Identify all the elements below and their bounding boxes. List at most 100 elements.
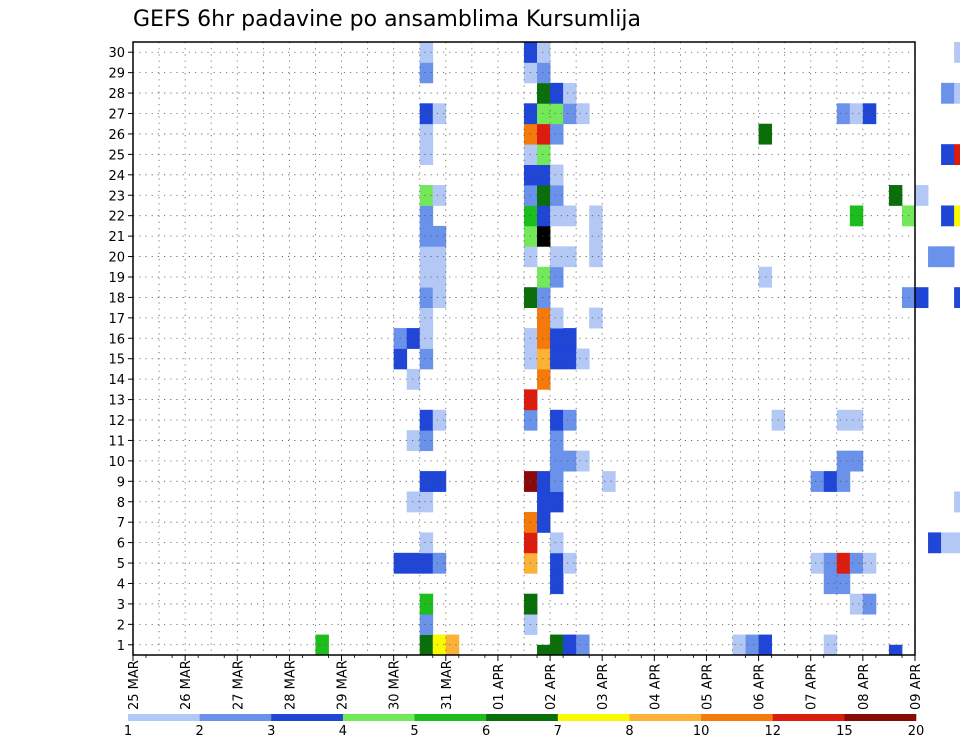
heatmap-cell [550,348,564,370]
heatmap-cell [563,82,577,104]
y-tick-label: 14 [108,373,125,388]
colorbar-label: 12 [764,724,781,739]
heatmap-cell [419,552,434,574]
heatmap-cell [432,246,447,268]
heatmap-cell [550,409,564,431]
x-tick-label: 01 APR [492,664,507,710]
heatmap-cell [550,246,564,268]
y-tick-label: 26 [108,128,125,143]
heatmap-cell [419,471,434,492]
colorbar-label: 15 [836,724,853,739]
colorbar-label: 10 [693,724,710,739]
y-tick-label: 2 [117,618,125,633]
y-tick-label: 16 [108,332,125,347]
heatmap-cell [537,42,551,63]
heatmap-cell [576,634,590,656]
heatmap-cell [537,164,551,186]
heatmap-cell [836,552,851,574]
y-tick-label: 30 [108,46,125,61]
heatmap-cell [810,471,825,492]
x-tick-label: 26 MAR [179,660,194,710]
heatmap-cell [954,42,960,63]
heatmap-cell [849,552,864,574]
heatmap-cell [849,205,864,227]
colorbar-swatch [414,714,487,721]
heatmap-cell [537,205,551,227]
heatmap-cell [836,471,851,492]
heatmap-cell [419,266,434,288]
y-tick-label: 17 [108,312,125,327]
colorbar-label: 5 [410,724,418,739]
heatmap-cell [537,62,551,84]
heatmap-cell [836,450,851,472]
heatmap-cell [576,450,590,472]
heatmap-cell [954,144,960,165]
heatmap-cell [537,185,551,206]
heatmap-cell [432,409,447,431]
y-tick-label: 15 [108,353,125,368]
colorbar-label: 20 [908,724,925,739]
x-tick-label: 04 APR [648,664,663,710]
y-tick-label: 3 [117,598,125,613]
heatmap-cell [589,246,603,268]
heatmap-cell [537,368,551,390]
heatmap-cell [550,430,564,452]
heatmap-cell [563,634,577,656]
heatmap-cell [419,348,434,370]
heatmap-cell [537,82,551,104]
heatmap-cell [758,123,773,145]
heatmap-cell [576,348,590,370]
heatmap-cell [419,185,434,206]
heatmap-cell [849,409,864,431]
heatmap-cell [954,287,960,309]
y-tick-label: 23 [108,189,125,204]
heatmap-cell [941,144,955,165]
y-tick-label: 27 [108,108,125,123]
heatmap-cell [550,634,564,656]
heatmap-cell [563,246,577,268]
colorbar-label: 4 [339,724,347,739]
y-tick-label: 12 [108,414,125,429]
heatmap-cell [432,552,447,574]
heatmap-cell [419,634,434,656]
heatmap-cell [550,328,564,349]
x-tick-label: 25 MAR [127,660,142,710]
x-tick-label: 02 APR [544,664,559,710]
y-tick-label: 18 [108,291,125,306]
heatmap-cell [419,123,434,145]
heatmap-cell [419,225,434,247]
y-tick-label: 11 [108,434,125,449]
x-tick-label: 29 MAR [336,660,351,710]
heatmap-cell [602,471,616,492]
x-tick-label: 08 APR [857,664,872,710]
y-tick-label: 9 [117,475,125,490]
heatmap-cell [406,552,421,574]
colorbar-swatch [128,714,200,721]
heatmap-cell [419,246,434,268]
heatmap-cell [419,62,434,84]
colorbar-label: 3 [267,724,275,739]
heatmap-cell [928,532,942,554]
heatmap-cell [563,348,577,370]
heatmap-cell [406,328,421,349]
colorbar: 1 2 3 4 5 6 7 8 10 12 15 20 [124,714,924,739]
heatmap-cell [419,532,434,554]
heatmap-cell [550,82,564,104]
heatmap-cell [954,205,960,227]
heatmap-cell [537,491,551,513]
y-tick-label: 7 [117,516,125,531]
heatmap-cell [823,573,838,595]
heatmap-cell [537,328,551,349]
y-tick-label: 21 [108,230,125,245]
heatmap-cell [537,307,551,329]
colorbar-swatch [844,714,917,721]
colorbar-swatch [772,714,845,721]
heatmap-cell [823,471,838,492]
heatmap-cell [550,471,564,492]
heatmap-cell [563,409,577,431]
heatmap-cell [954,532,960,554]
heatmap-cell [862,552,877,574]
y-tick-label: 29 [108,67,125,82]
y-axis-ticks: 1234567891011121314151617181920212223242… [108,46,133,654]
heatmap-cell [888,644,903,656]
